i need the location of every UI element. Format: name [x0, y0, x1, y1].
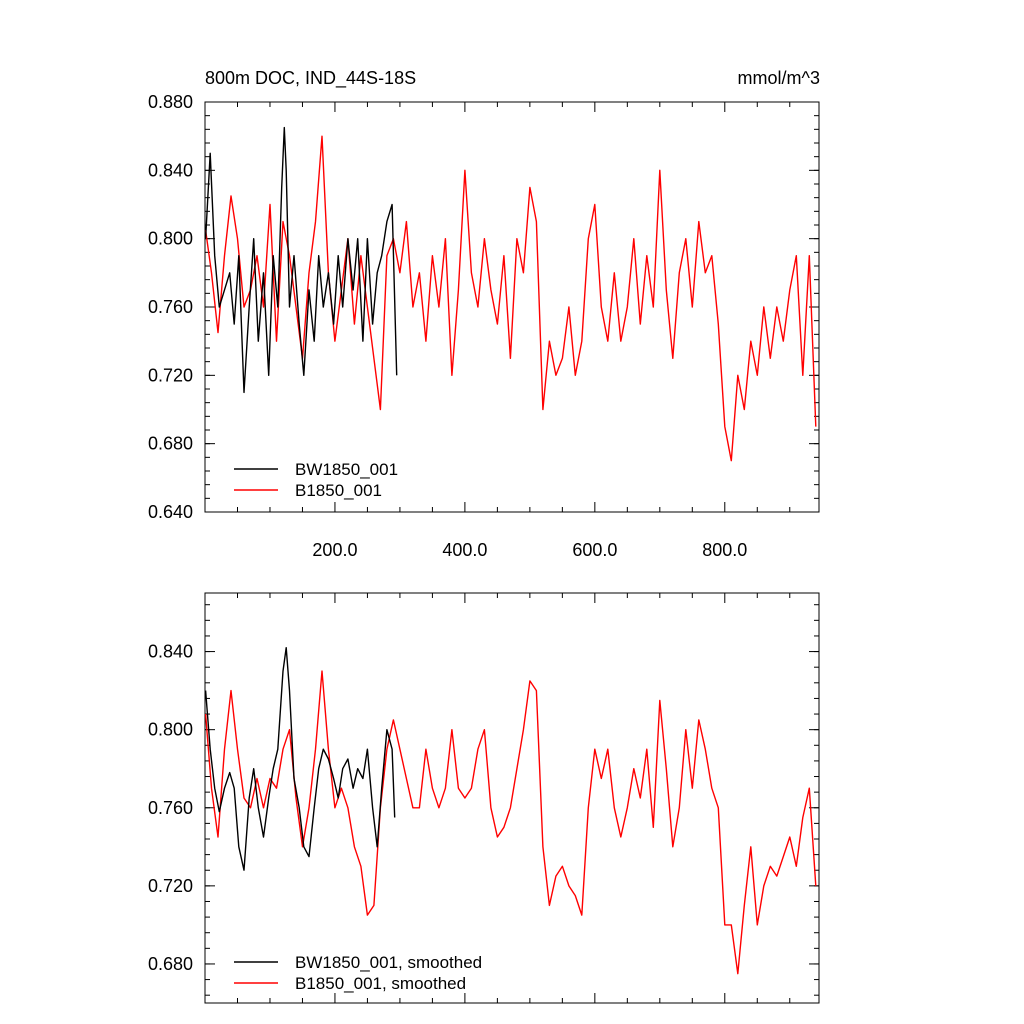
legend-label-bw1850: BW1850_001	[295, 460, 398, 479]
top-plot-frame	[204, 101, 820, 513]
y-tick-label: 0.760	[148, 798, 193, 818]
y-tick-label: 0.880	[148, 92, 193, 112]
series-line-bw1850-001-smoothed	[204, 647, 396, 871]
y-tick-label: 0.680	[148, 954, 193, 974]
top-legend: BW1850_001 B1850_001	[234, 460, 398, 500]
top-panel: 800m DOC, IND_44S-18S mmol/m^3 0.640 0.68…	[148, 68, 820, 560]
bottom-series	[204, 647, 817, 975]
y-tick-label: 0.720	[148, 365, 193, 385]
x-tick-label: 400.0	[442, 540, 487, 560]
top-series	[204, 126, 817, 462]
y-tick-label: 0.800	[148, 720, 193, 740]
x-tick-label: 600.0	[572, 540, 617, 560]
bottom-panel: 0.680 0.720 0.760 0.800 0.840 BW1850_001, sm…	[148, 592, 820, 1004]
y-tick-label: 0.640	[148, 502, 193, 522]
x-tick-label: 800.0	[702, 540, 747, 560]
bottom-plot-frame	[204, 592, 820, 1004]
y-tick-label: 0.760	[148, 297, 193, 317]
y-tick-label: 0.840	[148, 160, 193, 180]
y-tick-label: 0.720	[148, 876, 193, 896]
series-line-b1850-001	[204, 135, 817, 462]
bottom-axes: 0.680 0.720 0.760 0.800 0.840	[148, 593, 819, 1003]
top-title-left: 800m DOC, IND_44S-18S	[205, 68, 416, 89]
top-axes: 0.640 0.680 0.720 0.760 0.800 0.840 0.880 200.0…	[148, 92, 819, 560]
series-line-b1850-001-smoothed	[204, 670, 817, 975]
legend-label-bw1850-smoothed: BW1850_001, smoothed	[295, 953, 482, 972]
x-tick-label: 200.0	[312, 540, 357, 560]
bottom-legend: BW1850_001, smoothed B1850_001, smoothed	[234, 953, 482, 993]
top-title-right: mmol/m^3	[738, 68, 820, 88]
y-tick-label: 0.840	[148, 642, 193, 662]
legend-label-b1850-smoothed: B1850_001, smoothed	[295, 974, 466, 993]
legend-label-b1850: B1850_001	[295, 481, 382, 500]
y-tick-label: 0.800	[148, 229, 193, 249]
series-line-bw1850-001	[204, 126, 398, 394]
y-tick-label: 0.680	[148, 434, 193, 454]
